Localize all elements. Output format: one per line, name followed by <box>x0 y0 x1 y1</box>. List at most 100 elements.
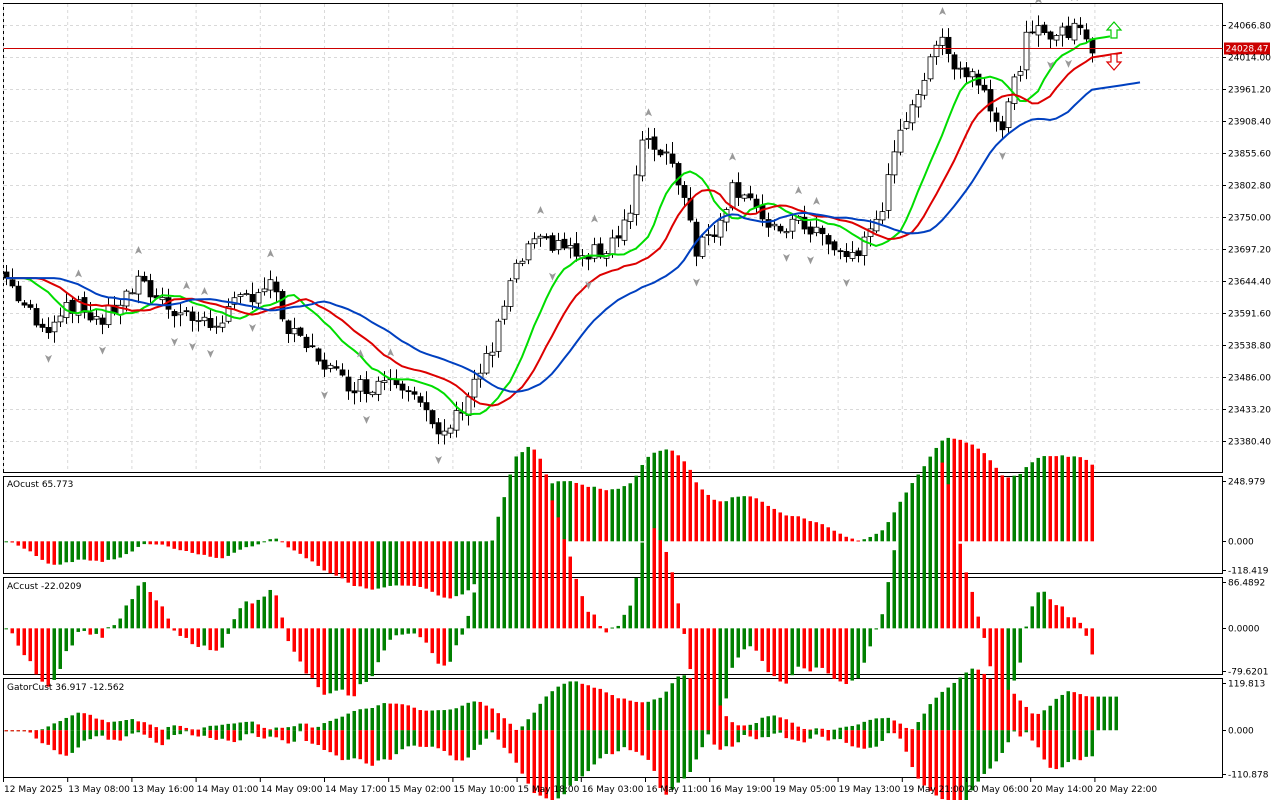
histogram-bar <box>166 618 170 629</box>
candle-body <box>1053 35 1060 41</box>
candle-body <box>1035 25 1042 36</box>
gator-upper-bar <box>544 696 548 731</box>
gator-lower-bar <box>280 730 284 741</box>
candle-body <box>999 121 1006 131</box>
y-tick-label: 23591.60 <box>1228 310 1271 320</box>
candle-body <box>681 185 688 198</box>
fractal-up-icon <box>1035 0 1042 4</box>
candle-body <box>969 71 976 78</box>
histogram-bar <box>430 628 434 654</box>
gator-upper-bar <box>766 716 770 731</box>
histogram-bar <box>226 541 230 556</box>
histogram-bar <box>376 541 380 589</box>
candle-body <box>939 36 946 46</box>
histogram-bar <box>772 508 776 542</box>
gator-upper-bar <box>700 684 704 731</box>
histogram-bar <box>586 486 590 542</box>
gator-upper-bar <box>910 729 914 731</box>
candle-body <box>213 325 220 328</box>
histogram-bar <box>694 628 698 714</box>
gator-upper-bar <box>868 719 872 731</box>
histogram-bar <box>646 456 650 542</box>
candle-body <box>1023 31 1030 71</box>
histogram-bar <box>310 541 314 562</box>
candle-body <box>747 193 754 199</box>
histogram-bar <box>700 628 704 728</box>
histogram-bar <box>958 543 962 629</box>
fractal-down-icon <box>999 152 1006 161</box>
histogram-bar <box>94 628 98 634</box>
gator-upper-bar <box>124 720 128 731</box>
histogram-bar <box>154 541 158 545</box>
histogram-bar <box>160 606 164 629</box>
gator-upper-bar <box>412 707 416 731</box>
gator-lower-bar <box>1078 730 1082 761</box>
histogram-bar <box>892 512 896 542</box>
histogram-bar <box>256 599 260 629</box>
candle-body <box>861 236 868 256</box>
histogram-bar <box>610 489 614 542</box>
gator-upper-bar <box>1090 696 1094 731</box>
histogram-bar <box>652 452 656 542</box>
histogram-bar <box>160 541 164 545</box>
y-tick-label: -118.419 <box>1228 567 1269 577</box>
candle-body <box>765 219 772 228</box>
gator-lower-bar <box>10 730 14 732</box>
histogram-bar <box>154 600 158 629</box>
gator-lower-bar <box>718 730 722 750</box>
histogram-bar <box>436 541 440 596</box>
gator-upper-bar <box>442 710 446 731</box>
histogram-bar <box>862 628 866 663</box>
candle-body <box>27 304 34 308</box>
histogram-bar <box>268 589 272 629</box>
x-tick-label: 20 May 22:00 <box>1095 785 1157 795</box>
histogram-bar <box>778 512 782 542</box>
histogram-bar <box>682 461 686 542</box>
gator-lower-bar <box>394 730 398 755</box>
gator-upper-bar <box>208 725 212 731</box>
candle-body <box>777 225 784 232</box>
histogram-bar <box>106 627 110 629</box>
gator-lower-bar <box>100 730 104 736</box>
gator-lower-bar <box>346 730 350 760</box>
histogram-bar <box>598 488 602 542</box>
gator-lower-bar <box>616 730 620 752</box>
gator-lower-bar <box>640 730 644 756</box>
histogram-bar <box>214 628 218 651</box>
candle-body <box>705 234 712 236</box>
histogram-bar <box>310 628 314 678</box>
candle-body <box>261 288 268 293</box>
gator-lower-bar <box>976 730 980 782</box>
gator-lower-bar <box>172 730 176 735</box>
histogram-bar <box>1012 475 1016 542</box>
histogram-bar <box>760 628 764 661</box>
histogram-bar <box>544 474 548 629</box>
gator-upper-bar <box>1114 696 1118 731</box>
histogram-bar <box>802 518 806 542</box>
gator-upper-bar <box>472 701 476 731</box>
candle-body <box>411 391 418 395</box>
candle-body <box>231 297 238 305</box>
histogram-bar <box>70 628 74 646</box>
candle-body <box>93 316 100 320</box>
candle-body <box>837 250 844 253</box>
histogram-bar <box>142 541 146 545</box>
histogram-bar <box>130 541 134 552</box>
gator-lower-bar <box>412 730 416 746</box>
histogram-bar <box>364 541 368 589</box>
histogram-bar <box>664 449 668 542</box>
histogram-bar <box>100 541 104 562</box>
candle-body <box>1065 25 1072 39</box>
gator-lower-bar <box>370 730 374 766</box>
y-tick-label: 23486.00 <box>1228 374 1271 384</box>
candle-body <box>819 227 826 235</box>
histogram-bar <box>742 496 746 542</box>
gator-upper-bar <box>850 725 854 731</box>
gator-upper-bar <box>190 729 194 731</box>
gator-upper-bar <box>898 723 902 731</box>
fractal-down-icon <box>1047 61 1054 70</box>
gator-upper-bar <box>748 724 752 731</box>
gator-upper-bar <box>358 709 362 731</box>
histogram-bar <box>328 628 332 694</box>
histogram-bar <box>910 487 914 629</box>
